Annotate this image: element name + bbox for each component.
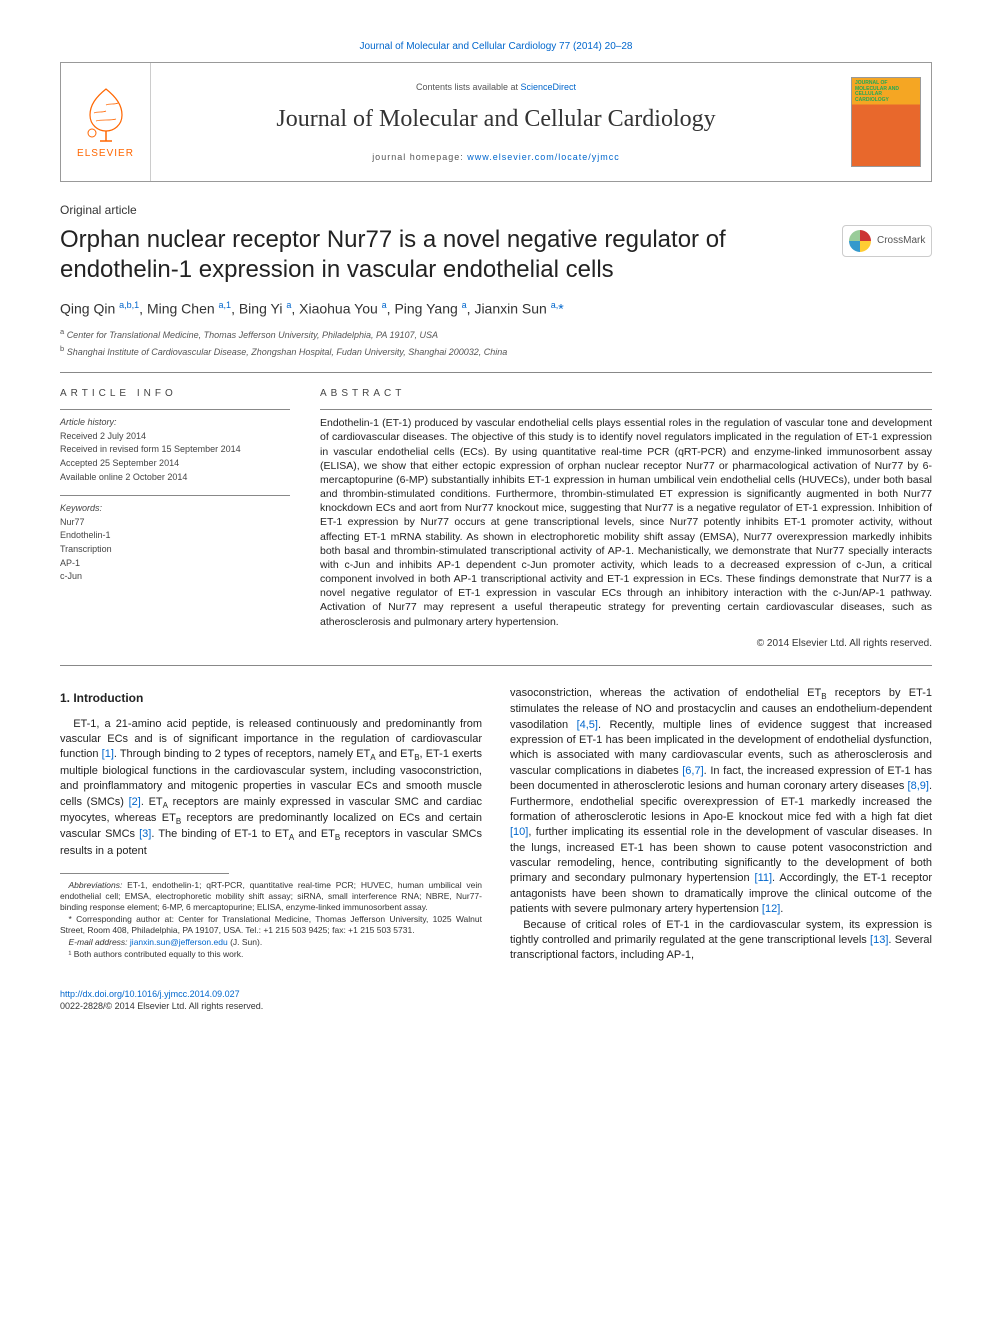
homepage-link[interactable]: www.elsevier.com/locate/yjmcc — [467, 152, 620, 162]
journal-cover[interactable]: JOURNAL OF MOLECULAR AND CELLULAR CARDIO… — [841, 63, 931, 181]
body-columns: 1. Introduction ET-1, a 21-amino acid pe… — [60, 686, 932, 964]
accepted-date: Accepted 25 September 2014 — [60, 457, 290, 470]
authors-line: Qing Qin a,b,1, Ming Chen a,1, Bing Yi a… — [60, 299, 932, 319]
history-block: Article history: Received 2 July 2014 Re… — [60, 409, 290, 483]
article-info: article info Article history: Received 2… — [60, 387, 290, 651]
ref-1[interactable]: [1] — [102, 748, 114, 760]
corresponding-footnote: * Corresponding author at: Center for Tr… — [60, 914, 482, 936]
ref-12[interactable]: [12] — [762, 903, 780, 915]
page-footer: http://dx.doi.org/10.1016/j.yjmcc.2014.0… — [60, 988, 932, 1013]
elsevier-tree-icon — [76, 83, 136, 143]
homepage-prefix: journal homepage: — [372, 152, 467, 162]
divider — [60, 665, 932, 666]
kw-2: Transcription — [60, 543, 290, 556]
ref-3[interactable]: [3] — [139, 828, 151, 840]
affiliation-b: b Shanghai Institute of Cardiovascular D… — [60, 344, 932, 359]
received-date: Received 2 July 2014 — [60, 430, 290, 443]
article-title: Orphan nuclear receptor Nur77 is a novel… — [60, 225, 842, 285]
kw-1: Endothelin-1 — [60, 529, 290, 542]
intro-para-2: vasoconstriction, whereas the activation… — [510, 686, 932, 918]
online-date: Available online 2 October 2014 — [60, 471, 290, 484]
journal-center: Contents lists available at ScienceDirec… — [151, 63, 841, 181]
footnotes: Abbreviations: ET-1, endothelin-1; qRT-P… — [60, 880, 482, 960]
journal-homepage: journal homepage: www.elsevier.com/locat… — [372, 151, 620, 164]
abstract-body: Endothelin-1 (ET-1) produced by vascular… — [320, 409, 932, 629]
contents-prefix: Contents lists available at — [416, 82, 521, 92]
ref-2[interactable]: [2] — [129, 796, 141, 808]
divider — [60, 372, 932, 373]
intro-para-1: ET-1, a 21-amino acid peptide, is releas… — [60, 717, 482, 859]
revised-date: Received in revised form 15 September 20… — [60, 443, 290, 456]
footnote-separator — [60, 873, 229, 874]
ref-13[interactable]: [13] — [870, 934, 888, 946]
abbrev-footnote: Abbreviations: ET-1, endothelin-1; qRT-P… — [60, 880, 482, 913]
article-info-header: article info — [60, 387, 290, 401]
sciencedirect-link[interactable]: ScienceDirect — [521, 82, 577, 92]
ref-10[interactable]: [10] — [510, 826, 528, 838]
top-citation[interactable]: Journal of Molecular and Cellular Cardio… — [60, 40, 932, 54]
crossmark-label: CrossMark — [877, 234, 925, 248]
ref-4-5[interactable]: [4,5] — [577, 719, 598, 731]
section-heading-intro: 1. Introduction — [60, 690, 482, 707]
ref-11[interactable]: [11] — [755, 872, 773, 884]
crossmark-icon — [849, 230, 871, 252]
affiliation-a: a Center for Translational Medicine, Tho… — [60, 327, 932, 342]
journal-title: Journal of Molecular and Cellular Cardio… — [276, 103, 715, 137]
ref-8-9[interactable]: [8,9] — [908, 780, 929, 792]
cover-thumbnail: JOURNAL OF MOLECULAR AND CELLULAR CARDIO… — [851, 77, 921, 167]
article-type: Original article — [60, 202, 932, 219]
ref-6-7[interactable]: [6,7] — [682, 765, 703, 777]
issn-copyright: 0022-2828/© 2014 Elsevier Ltd. All right… — [60, 1001, 263, 1011]
crossmark-badge[interactable]: CrossMark — [842, 225, 932, 257]
history-label: Article history: — [60, 416, 290, 429]
kw-4: c-Jun — [60, 570, 290, 583]
doi-link[interactable]: http://dx.doi.org/10.1016/j.yjmcc.2014.0… — [60, 989, 240, 999]
abstract-header: abstract — [320, 387, 932, 401]
elsevier-logo[interactable]: ELSEVIER — [61, 63, 151, 181]
email-link[interactable]: jianxin.sun@jefferson.edu — [130, 937, 228, 947]
contents-available: Contents lists available at ScienceDirec… — [416, 81, 576, 94]
kw-0: Nur77 — [60, 516, 290, 529]
intro-para-3: Because of critical roles of ET-1 in the… — [510, 918, 932, 964]
keywords-block: Keywords: Nur77 Endothelin-1 Transcripti… — [60, 495, 290, 583]
elsevier-wordmark: ELSEVIER — [77, 147, 134, 161]
journal-header: ELSEVIER Contents lists available at Sci… — [60, 62, 932, 182]
kw-3: AP-1 — [60, 557, 290, 570]
abstract-copyright: © 2014 Elsevier Ltd. All rights reserved… — [320, 637, 932, 651]
keywords-label: Keywords: — [60, 502, 290, 515]
abstract: abstract Endothelin-1 (ET-1) produced by… — [320, 387, 932, 651]
equal-contrib-footnote: ¹ Both authors contributed equally to th… — [60, 949, 482, 960]
email-footnote: E-mail address: jianxin.sun@jefferson.ed… — [60, 937, 482, 948]
cover-label: JOURNAL OF MOLECULAR AND CELLULAR CARDIO… — [855, 81, 917, 103]
